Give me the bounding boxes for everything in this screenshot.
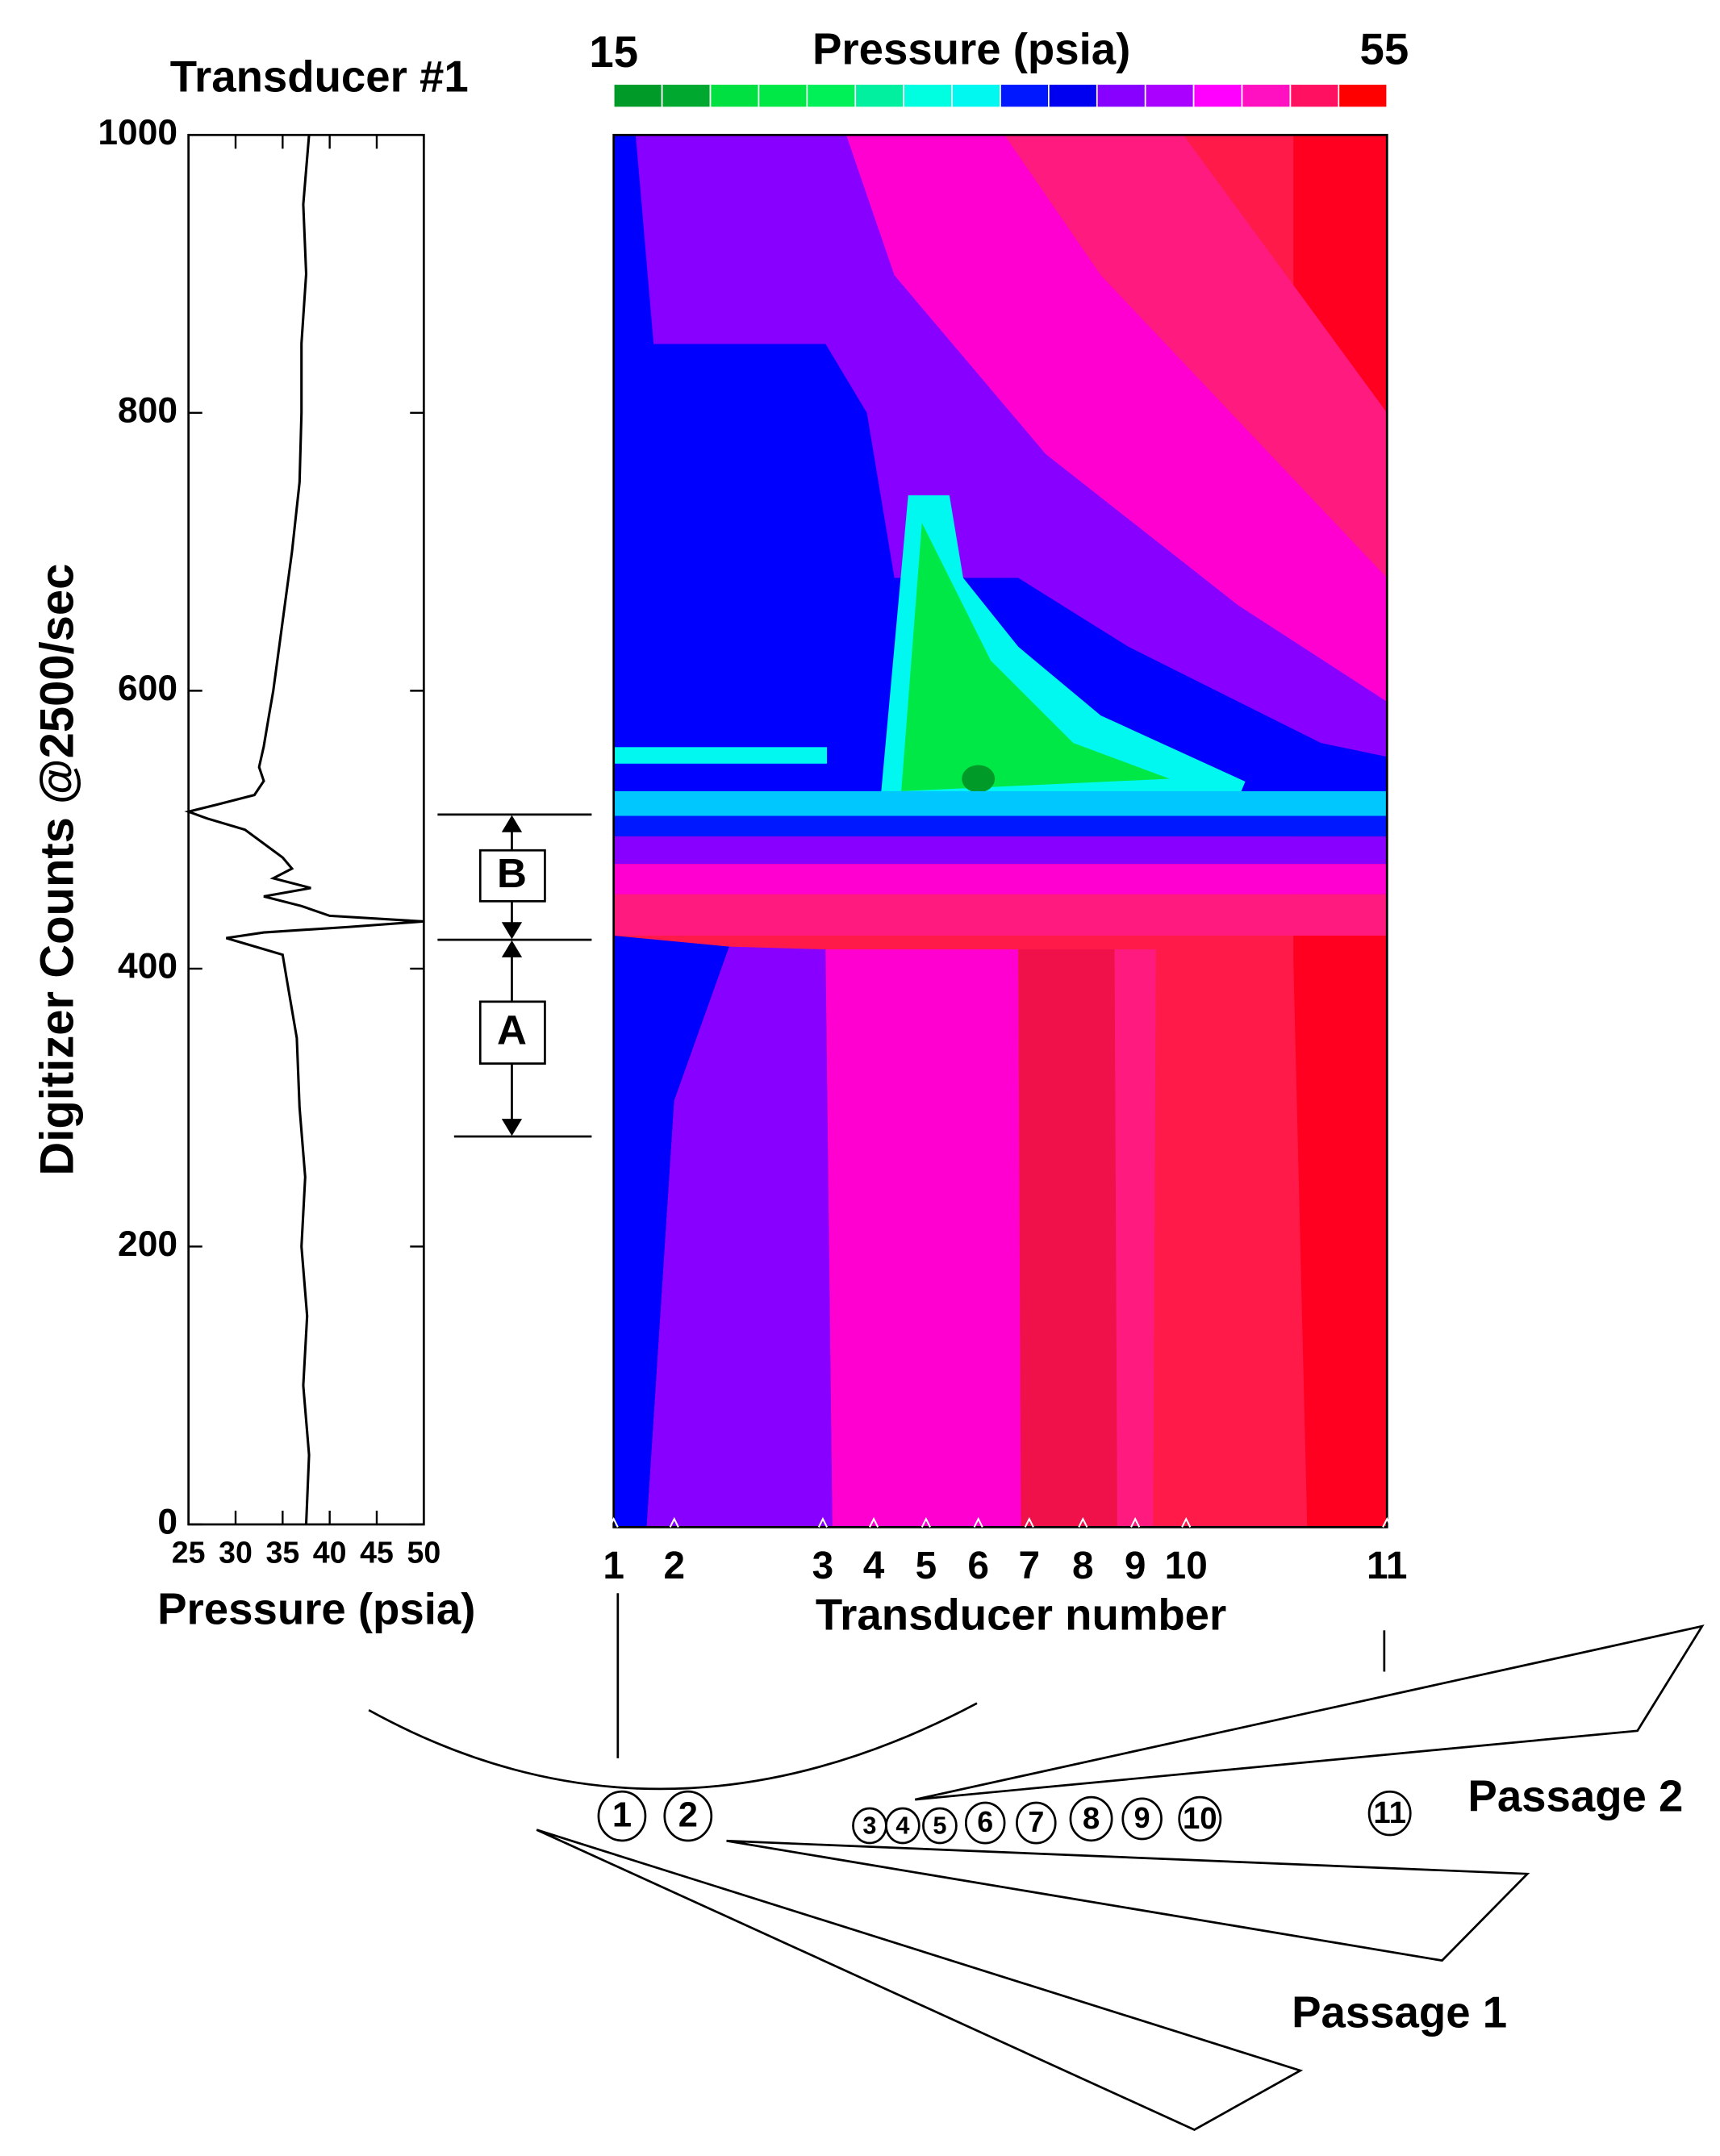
transducer-label: 10	[1183, 1801, 1217, 1836]
colorbar-segment	[1096, 83, 1146, 109]
x-tick-label: 7	[1019, 1545, 1041, 1587]
x-axis-label: Pressure (psia)	[157, 1585, 475, 1634]
x-tick-label: 4	[863, 1545, 885, 1587]
colorbar-segment	[1048, 83, 1098, 109]
transducer-marker	[1069, 1795, 1113, 1842]
colorbar-segment	[661, 83, 712, 109]
x-tick-label: 2	[663, 1545, 685, 1587]
x-tick-label: 40	[313, 1535, 347, 1569]
x-tick	[973, 1516, 983, 1528]
colorbar-segment	[709, 83, 760, 109]
x-tick-label: 6	[967, 1545, 989, 1587]
colorbar-segment	[1338, 83, 1388, 109]
annotation: A	[497, 1007, 527, 1053]
transducer-label: 9	[1134, 1802, 1150, 1834]
colorbar-segment	[612, 83, 663, 109]
y-tick-label: 400	[118, 947, 177, 986]
y-tick-label: 200	[118, 1224, 177, 1264]
x-tick	[1181, 1516, 1192, 1528]
passage-label: Passage 2	[1467, 1772, 1683, 1821]
y-tick-label: 800	[118, 391, 177, 431]
x-tick-label: 11	[1367, 1545, 1407, 1587]
transducer-marker	[597, 1790, 647, 1842]
transducer-label: 3	[862, 1811, 876, 1839]
transducer-marker	[922, 1807, 958, 1845]
colorbar-segment	[1241, 83, 1292, 109]
transducer-marker	[1178, 1795, 1222, 1842]
contour-field	[612, 133, 1388, 1528]
transducer-label: 5	[933, 1811, 946, 1839]
transducer-label: 1	[612, 1796, 632, 1835]
colorbar-segment	[1192, 83, 1243, 109]
x-tick	[1382, 1516, 1392, 1528]
colorbar-title: Pressure (psia)	[812, 24, 1130, 73]
x-tick-label: 45	[360, 1535, 394, 1569]
transducer-marker	[1121, 1797, 1163, 1841]
blade-diagram	[368, 1593, 1705, 2131]
transducer-label: 4	[895, 1811, 909, 1839]
x-tick	[608, 1516, 619, 1528]
x-tick-label: 8	[1072, 1545, 1094, 1587]
x-tick-label: 30	[219, 1535, 253, 1569]
colorbar-segment	[806, 83, 857, 109]
transducer-label: 2	[678, 1796, 698, 1835]
x-tick-label: 1	[603, 1545, 624, 1587]
transducer-marker	[1367, 1790, 1412, 1837]
colorbar-segment	[903, 83, 953, 109]
x-tick-label: 25	[172, 1535, 206, 1569]
x-tick-label: 10	[1165, 1545, 1208, 1587]
colorbar-segment	[1144, 83, 1195, 109]
transducer-label: 6	[977, 1806, 993, 1838]
x-tick-label: 9	[1125, 1545, 1146, 1587]
x-tick	[669, 1516, 679, 1528]
x-tick-label: 50	[407, 1535, 440, 1569]
y-axis-label: Digitizer Counts @2500/sec	[31, 564, 83, 1176]
x-tick-label: 35	[265, 1535, 299, 1569]
x-tick-label: 5	[916, 1545, 937, 1587]
passage-label: Passage 1	[1292, 1987, 1507, 2037]
trace	[184, 135, 424, 1525]
transducer-label: 7	[1028, 1806, 1044, 1838]
colorbar-segment	[854, 83, 905, 109]
transducer-marker	[663, 1790, 713, 1842]
annotation-marks	[437, 813, 592, 1138]
colorbar-max: 55	[1359, 24, 1409, 73]
x-tick	[817, 1516, 828, 1528]
colorbar-segment	[1289, 83, 1340, 109]
transducer-marker	[964, 1801, 1006, 1845]
y-tick-label: 600	[118, 669, 177, 708]
x-tick	[921, 1516, 931, 1528]
colorbar-segment	[951, 83, 1001, 109]
x-tick	[1130, 1516, 1141, 1528]
colorbar-min: 15	[589, 27, 638, 77]
annotation: B	[497, 850, 527, 896]
y-tick-label: 0	[157, 1503, 177, 1542]
transducer-label: 11	[1373, 1795, 1406, 1830]
x-tick	[869, 1516, 879, 1528]
x-tick	[1078, 1516, 1088, 1528]
colorbar-segment	[758, 83, 808, 109]
chart-title: Transducer #1	[170, 52, 469, 102]
y-tick-label: 1000	[98, 113, 177, 152]
transducer-marker	[1016, 1801, 1057, 1845]
x-tick-label: 3	[812, 1545, 834, 1587]
x-axis-label: Transducer number	[816, 1590, 1226, 1639]
transducer-label: 8	[1083, 1801, 1100, 1836]
colorbar-segment	[1000, 83, 1050, 109]
transducer-marker	[885, 1807, 921, 1845]
x-tick	[1024, 1516, 1034, 1528]
